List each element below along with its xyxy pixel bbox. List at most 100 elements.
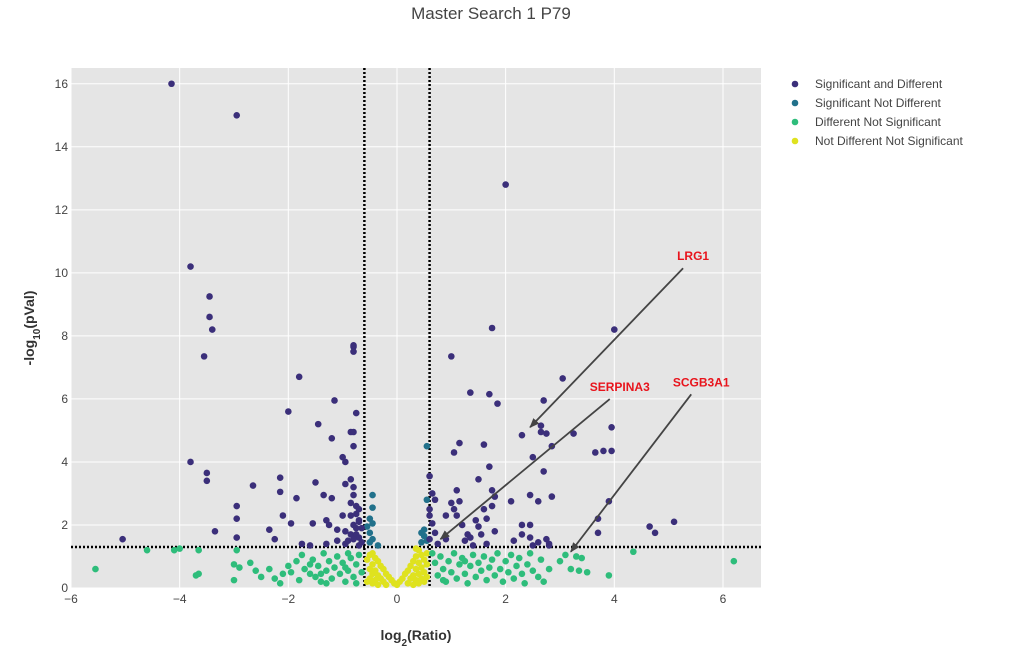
- data-point: [434, 572, 442, 579]
- data-point: [176, 545, 183, 552]
- data-point: [464, 579, 471, 587]
- data-point: [279, 570, 287, 578]
- data-point: [469, 551, 477, 559]
- data-point: [488, 324, 496, 332]
- data-point: [249, 482, 257, 489]
- data-point: [236, 564, 243, 571]
- data-point: [518, 531, 526, 538]
- data-point: [505, 568, 512, 576]
- data-point: [306, 570, 314, 578]
- data-point: [540, 397, 547, 404]
- x-tick-label: 2: [502, 592, 509, 606]
- data-point: [336, 570, 344, 578]
- data-point: [233, 111, 241, 119]
- data-point: [572, 553, 580, 560]
- data-point: [363, 523, 371, 530]
- data-point: [475, 475, 482, 483]
- data-point: [556, 557, 564, 565]
- data-point: [320, 550, 327, 557]
- data-point: [276, 474, 284, 481]
- data-point: [325, 557, 333, 565]
- y-axis-title-rest: (pVal): [21, 291, 37, 329]
- data-point: [423, 496, 431, 504]
- legend-item[interactable]: Not Different Not Significant: [791, 134, 964, 148]
- data-point: [252, 567, 260, 574]
- data-point: [374, 581, 382, 589]
- chart-title: Master Search 1 P79: [411, 4, 571, 23]
- legend[interactable]: Significant and Different Significant Not…: [791, 77, 964, 148]
- data-point: [350, 483, 357, 491]
- data-point: [200, 353, 208, 360]
- x-axis-title: log2(Ratio): [381, 627, 452, 649]
- data-point: [342, 527, 349, 535]
- data-point: [195, 546, 202, 554]
- data-point: [510, 575, 518, 582]
- data-point: [325, 521, 333, 529]
- legend-item[interactable]: Significant and Different: [791, 77, 943, 91]
- data-point: [301, 565, 308, 573]
- data-point: [537, 428, 545, 436]
- legend-item[interactable]: Significant Not Different: [791, 96, 942, 110]
- data-point: [366, 539, 374, 546]
- data-point: [475, 523, 482, 530]
- data-point: [494, 400, 501, 407]
- data-point: [524, 561, 531, 568]
- data-point: [382, 581, 390, 589]
- data-point: [298, 551, 306, 559]
- data-point: [276, 488, 284, 496]
- data-point: [529, 567, 537, 574]
- legend-marker: [791, 118, 799, 126]
- data-point: [426, 505, 433, 513]
- data-point: [374, 542, 382, 549]
- data-point: [331, 564, 338, 571]
- data-point: [195, 570, 202, 578]
- data-point: [562, 551, 569, 559]
- data-point: [608, 423, 615, 431]
- data-point: [350, 428, 357, 436]
- y-axis-title-subscript: 10: [32, 328, 43, 340]
- data-point: [651, 529, 659, 537]
- data-point: [312, 573, 319, 581]
- data-point: [469, 542, 477, 549]
- data-point: [355, 551, 363, 559]
- data-point: [646, 523, 653, 530]
- data-point: [230, 576, 238, 584]
- data-point: [526, 550, 534, 557]
- series-not-different-not-significant: [363, 545, 431, 589]
- data-point: [314, 420, 322, 428]
- data-point: [233, 534, 241, 541]
- data-point: [317, 578, 325, 585]
- annotations: LRG1 SERPINA3 SCGB3A1: [439, 249, 730, 553]
- data-point: [369, 491, 376, 499]
- data-point: [467, 534, 474, 541]
- data-point: [488, 487, 496, 494]
- data-point: [358, 524, 365, 532]
- x-tick-label: −2: [281, 592, 295, 606]
- data-point: [521, 579, 528, 587]
- data-point: [529, 453, 537, 461]
- plot-background: [71, 68, 761, 588]
- data-point: [545, 565, 553, 573]
- legend-item[interactable]: Different Not Significant: [791, 115, 942, 129]
- data-point: [333, 553, 341, 560]
- data-point: [211, 527, 219, 535]
- data-point: [578, 554, 586, 562]
- y-tick-label: 10: [55, 266, 69, 280]
- annotation-arrow: [529, 267, 684, 428]
- data-point: [323, 579, 330, 587]
- data-point: [266, 526, 273, 533]
- data-point: [548, 493, 556, 500]
- data-point: [526, 521, 534, 529]
- data-point: [306, 561, 314, 568]
- data-point: [342, 458, 349, 466]
- data-point: [342, 578, 349, 585]
- data-point: [480, 505, 488, 513]
- data-point: [534, 573, 542, 581]
- data-point: [423, 573, 431, 581]
- data-point: [279, 512, 287, 519]
- data-point: [502, 557, 509, 565]
- annotation-label: SCGB3A1: [673, 375, 730, 389]
- data-point: [342, 564, 349, 571]
- data-point: [445, 557, 452, 565]
